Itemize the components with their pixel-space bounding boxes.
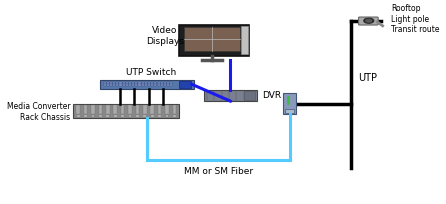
FancyBboxPatch shape bbox=[143, 106, 147, 115]
FancyBboxPatch shape bbox=[167, 85, 169, 87]
FancyBboxPatch shape bbox=[170, 85, 172, 87]
FancyBboxPatch shape bbox=[110, 85, 112, 87]
FancyBboxPatch shape bbox=[165, 106, 169, 115]
FancyBboxPatch shape bbox=[106, 106, 110, 115]
FancyBboxPatch shape bbox=[285, 110, 294, 114]
FancyBboxPatch shape bbox=[164, 85, 166, 87]
FancyBboxPatch shape bbox=[139, 85, 140, 87]
Text: UTP: UTP bbox=[358, 73, 377, 83]
FancyBboxPatch shape bbox=[161, 83, 163, 85]
FancyBboxPatch shape bbox=[151, 83, 153, 85]
FancyBboxPatch shape bbox=[178, 81, 191, 88]
FancyBboxPatch shape bbox=[121, 115, 124, 118]
FancyBboxPatch shape bbox=[113, 85, 115, 87]
FancyBboxPatch shape bbox=[154, 83, 157, 85]
FancyBboxPatch shape bbox=[157, 85, 160, 87]
FancyBboxPatch shape bbox=[113, 83, 115, 85]
FancyBboxPatch shape bbox=[145, 85, 147, 87]
FancyBboxPatch shape bbox=[151, 85, 153, 87]
FancyBboxPatch shape bbox=[103, 83, 106, 85]
FancyBboxPatch shape bbox=[158, 115, 161, 118]
FancyBboxPatch shape bbox=[151, 115, 154, 118]
FancyBboxPatch shape bbox=[165, 115, 169, 118]
FancyBboxPatch shape bbox=[136, 115, 139, 118]
FancyBboxPatch shape bbox=[204, 90, 257, 102]
FancyBboxPatch shape bbox=[244, 92, 255, 100]
FancyBboxPatch shape bbox=[184, 28, 240, 52]
FancyBboxPatch shape bbox=[91, 115, 95, 118]
FancyBboxPatch shape bbox=[126, 83, 128, 85]
FancyBboxPatch shape bbox=[126, 85, 128, 87]
FancyBboxPatch shape bbox=[113, 106, 117, 115]
FancyBboxPatch shape bbox=[135, 85, 137, 87]
Text: DVR: DVR bbox=[262, 91, 281, 100]
FancyBboxPatch shape bbox=[103, 85, 106, 87]
Circle shape bbox=[364, 19, 374, 24]
FancyBboxPatch shape bbox=[129, 83, 131, 85]
FancyBboxPatch shape bbox=[123, 83, 125, 85]
Text: Media Converter
Rack Chassis: Media Converter Rack Chassis bbox=[7, 102, 70, 121]
FancyBboxPatch shape bbox=[116, 83, 118, 85]
FancyBboxPatch shape bbox=[148, 85, 150, 87]
FancyBboxPatch shape bbox=[100, 80, 194, 89]
FancyBboxPatch shape bbox=[179, 26, 249, 56]
FancyBboxPatch shape bbox=[110, 83, 112, 85]
FancyBboxPatch shape bbox=[120, 83, 121, 85]
FancyBboxPatch shape bbox=[84, 106, 87, 115]
FancyBboxPatch shape bbox=[107, 85, 109, 87]
FancyBboxPatch shape bbox=[99, 106, 102, 115]
FancyBboxPatch shape bbox=[123, 85, 125, 87]
FancyBboxPatch shape bbox=[164, 83, 166, 85]
FancyBboxPatch shape bbox=[77, 115, 79, 118]
FancyBboxPatch shape bbox=[136, 106, 139, 115]
FancyBboxPatch shape bbox=[107, 83, 109, 85]
FancyBboxPatch shape bbox=[154, 85, 157, 87]
FancyBboxPatch shape bbox=[158, 106, 161, 115]
Circle shape bbox=[366, 20, 372, 23]
FancyBboxPatch shape bbox=[142, 85, 144, 87]
Text: Rooftop
Light pole
Transit route: Rooftop Light pole Transit route bbox=[391, 4, 439, 34]
FancyBboxPatch shape bbox=[91, 106, 95, 115]
FancyBboxPatch shape bbox=[144, 115, 146, 118]
FancyBboxPatch shape bbox=[114, 115, 116, 118]
FancyBboxPatch shape bbox=[132, 83, 134, 85]
FancyBboxPatch shape bbox=[106, 115, 109, 118]
FancyBboxPatch shape bbox=[129, 85, 131, 87]
FancyBboxPatch shape bbox=[99, 115, 102, 118]
FancyBboxPatch shape bbox=[116, 85, 118, 87]
FancyBboxPatch shape bbox=[173, 115, 176, 118]
FancyBboxPatch shape bbox=[73, 104, 179, 118]
Text: MM or SM Fiber: MM or SM Fiber bbox=[184, 166, 253, 175]
FancyBboxPatch shape bbox=[128, 115, 132, 118]
FancyBboxPatch shape bbox=[121, 106, 124, 115]
FancyBboxPatch shape bbox=[120, 85, 121, 87]
FancyBboxPatch shape bbox=[142, 83, 144, 85]
FancyBboxPatch shape bbox=[173, 106, 176, 115]
FancyBboxPatch shape bbox=[135, 83, 137, 85]
Text: Video
Displays: Video Displays bbox=[146, 26, 184, 45]
FancyBboxPatch shape bbox=[283, 93, 296, 115]
FancyBboxPatch shape bbox=[76, 106, 80, 115]
FancyBboxPatch shape bbox=[139, 83, 140, 85]
FancyBboxPatch shape bbox=[148, 83, 150, 85]
FancyBboxPatch shape bbox=[157, 83, 160, 85]
FancyBboxPatch shape bbox=[132, 85, 134, 87]
FancyBboxPatch shape bbox=[128, 106, 132, 115]
FancyBboxPatch shape bbox=[84, 115, 87, 118]
FancyBboxPatch shape bbox=[241, 27, 248, 55]
FancyBboxPatch shape bbox=[167, 83, 169, 85]
FancyBboxPatch shape bbox=[150, 106, 154, 115]
FancyBboxPatch shape bbox=[359, 18, 378, 26]
FancyBboxPatch shape bbox=[161, 85, 163, 87]
Text: UTP Switch: UTP Switch bbox=[126, 68, 176, 77]
FancyBboxPatch shape bbox=[170, 83, 172, 85]
FancyBboxPatch shape bbox=[145, 83, 147, 85]
